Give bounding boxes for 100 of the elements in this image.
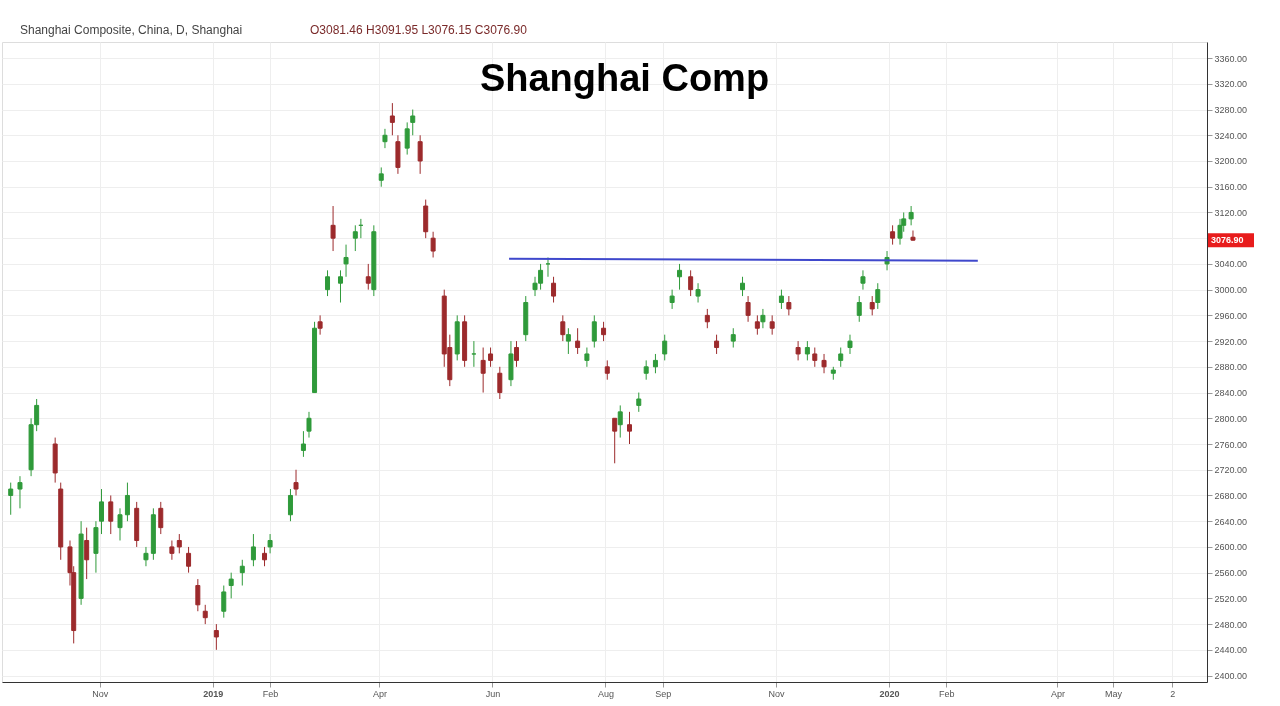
candlestick — [695, 282, 701, 303]
candlestick — [795, 340, 801, 361]
chart-subtitle: Shanghai Composite, China, D, Shanghai — [20, 23, 243, 37]
candlestick — [124, 482, 130, 522]
x-tick-label: Sep — [655, 688, 672, 699]
candlestick — [378, 166, 384, 188]
y-tick-label: 2600.00 — [1214, 542, 1248, 553]
candlestick — [389, 102, 395, 136]
candlestick — [612, 417, 618, 464]
candlestick — [352, 224, 358, 252]
candlestick — [300, 430, 306, 458]
candlestick — [221, 585, 227, 619]
candlestick — [617, 404, 623, 439]
x-tick-label: Aug — [597, 688, 614, 699]
y-tick-label: 2800.00 — [1214, 413, 1248, 424]
candlestick — [330, 205, 336, 252]
candlestick — [169, 539, 175, 561]
candlestick — [343, 244, 349, 278]
candlestick — [688, 269, 694, 297]
candlestick — [306, 411, 312, 439]
y-tick-label: 3360.00 — [1214, 53, 1248, 64]
chart-title: Shanghai Comp — [479, 57, 770, 99]
y-tick-label: 3240.00 — [1214, 130, 1248, 141]
candlestick — [545, 256, 551, 278]
candlestick — [714, 334, 720, 355]
y-tick-label: 2480.00 — [1214, 619, 1248, 630]
candlestick — [908, 205, 914, 226]
y-tick-label: 2960.00 — [1214, 310, 1248, 321]
y-tick-label: 2680.00 — [1214, 490, 1248, 501]
x-tick-label: Jun — [485, 688, 501, 699]
candlestick — [382, 128, 388, 149]
candlestick — [838, 347, 844, 368]
x-tick-label: Nov — [92, 688, 109, 699]
candlestick — [143, 546, 149, 567]
candlestick — [514, 340, 519, 368]
candlestick — [591, 314, 597, 349]
x-tick-label: 2019 — [203, 688, 224, 699]
candlestick — [875, 282, 881, 310]
candlestick — [417, 134, 423, 175]
y-tick-label: 2400.00 — [1214, 671, 1248, 682]
candlestick — [186, 546, 192, 574]
candlestick — [480, 347, 486, 394]
candlestick — [293, 469, 299, 496]
candlestick — [740, 276, 746, 297]
x-tick-label: 2 — [1170, 688, 1176, 699]
candlestick — [730, 327, 736, 349]
candlestick — [627, 411, 633, 445]
candlestick — [890, 224, 896, 246]
candlestick — [488, 347, 494, 368]
candlestick — [213, 623, 219, 651]
y-tick-label: 3160.00 — [1214, 182, 1248, 193]
candlestick — [604, 359, 610, 381]
y-tick-label: 2560.00 — [1214, 568, 1248, 579]
y-tick-label: 3120.00 — [1214, 207, 1248, 218]
candlestick — [677, 263, 683, 291]
x-tick-label: May — [1105, 688, 1123, 699]
candlestick — [84, 527, 90, 580]
candlestick — [262, 546, 268, 567]
y-tick-label: 2720.00 — [1214, 465, 1248, 476]
candlestick — [410, 109, 416, 136]
candlestick — [176, 533, 182, 554]
candlestick — [228, 572, 234, 599]
x-tick-label: Feb — [939, 688, 955, 699]
candlestick — [8, 482, 14, 516]
candlestick — [786, 295, 792, 316]
candlestick — [560, 314, 566, 342]
candlestick — [365, 263, 371, 291]
x-tick-label: Nov — [768, 688, 785, 699]
candlestick — [117, 507, 123, 541]
candlestick — [754, 314, 760, 336]
x-tick-label: Feb — [262, 688, 279, 699]
candlestick — [325, 269, 331, 297]
candlestick — [430, 231, 436, 258]
y-tick-label: 3320.00 — [1214, 79, 1248, 90]
text: 3076.90 — [1211, 235, 1244, 246]
candlestick — [636, 392, 642, 413]
candlestick — [287, 488, 293, 522]
candlestick — [869, 295, 875, 316]
x-tick-label: 2020 — [879, 688, 900, 699]
candlestick — [497, 366, 503, 400]
candlestick — [652, 353, 658, 374]
candlestick — [239, 559, 245, 587]
y-tick-label: 3000.00 — [1214, 285, 1248, 296]
y-tick-label: 2520.00 — [1214, 593, 1248, 604]
candlestick — [108, 494, 114, 535]
candlestick — [910, 229, 916, 242]
y-tick-label: 3040.00 — [1214, 259, 1248, 270]
candlestick — [98, 488, 104, 535]
y-tick-label: 3280.00 — [1214, 105, 1248, 116]
y-tick-label: 2840.00 — [1214, 388, 1248, 399]
candlestick — [704, 308, 710, 329]
candlestick — [601, 321, 607, 342]
y-tick-label: 2640.00 — [1214, 516, 1248, 527]
candlestick — [847, 334, 853, 355]
candlestick — [669, 289, 675, 310]
x-tick-label: Apr — [1050, 688, 1065, 699]
candlestick — [860, 269, 866, 291]
candlestick — [778, 289, 784, 310]
candlestick — [643, 359, 649, 381]
candlestick — [471, 340, 477, 368]
